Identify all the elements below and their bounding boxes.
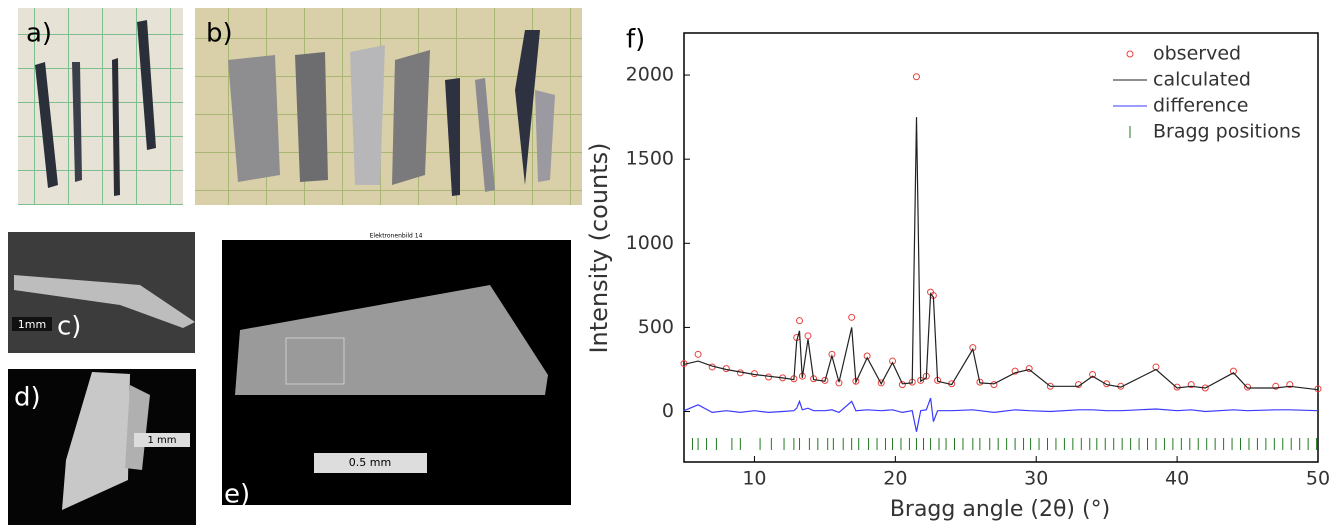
panel-b: b): [195, 8, 582, 205]
x-tick-label: 30: [1024, 468, 1048, 490]
panel-label: f): [626, 25, 645, 55]
observed-point: [898, 381, 906, 389]
observed-point: [1229, 367, 1237, 375]
panel-label: c): [57, 312, 81, 342]
legend-label: calculated: [1153, 69, 1251, 91]
panel-label: d): [14, 383, 41, 413]
observed-point: [804, 332, 812, 340]
x-tick-label: 20: [883, 468, 907, 490]
legend-label: observed: [1153, 43, 1241, 65]
panel-label: b): [206, 19, 233, 49]
panel-label: a): [26, 19, 52, 49]
observed-point: [976, 378, 984, 386]
x-axis-label: Bragg angle (2θ) (°): [890, 497, 1110, 522]
observed-point: [796, 317, 804, 325]
chart: f) Bragg angle (2θ) (°) Intensity (count…: [585, 25, 1330, 523]
panel-a: a): [18, 8, 183, 205]
x-tick-label: 10: [742, 468, 766, 490]
x-tick-label: 40: [1165, 468, 1189, 490]
panel-e: Elektronenbild 14 0.5 mm e): [222, 233, 571, 510]
scale-label: 1mm: [18, 318, 46, 331]
y-tick-label: 1500: [626, 148, 674, 170]
observed-point: [990, 381, 998, 389]
observed-point: [694, 350, 702, 358]
observed-point: [848, 313, 856, 321]
series-line: [683, 397, 1319, 432]
y-tick-label: 0: [662, 400, 674, 422]
observed-point: [1025, 365, 1033, 373]
observed-point: [877, 379, 885, 387]
observed-point: [1089, 371, 1097, 379]
observed-point: [1103, 380, 1111, 388]
observed-point: [1244, 383, 1252, 391]
y-tick-label: 2000: [626, 64, 674, 86]
y-axis-label: Intensity (counts): [585, 142, 613, 353]
observed-point: [1286, 381, 1294, 389]
observed-point: [1173, 383, 1181, 391]
series-line: [683, 117, 1319, 391]
observed-point: [1272, 382, 1280, 390]
observed-point: [1187, 381, 1195, 389]
panel-label: e): [224, 480, 250, 510]
y-tick-label: 1000: [626, 232, 674, 254]
x-tick-label: 50: [1306, 468, 1330, 490]
y-tick-label: 500: [638, 316, 674, 338]
panel-c: 1mm c): [8, 232, 195, 353]
scale-label: 1 mm: [147, 435, 176, 446]
scale-label: 0.5 mm: [349, 456, 391, 469]
plot-frame: [683, 32, 1319, 463]
panel-d: 1 mm d): [8, 369, 196, 525]
observed-point: [1011, 367, 1019, 375]
image-caption: Elektronenbild 14: [370, 233, 423, 240]
legend-label: Bragg positions: [1153, 121, 1301, 143]
observed-point: [912, 73, 920, 81]
legend-label: difference: [1153, 95, 1248, 117]
legend-symbol: [1126, 50, 1134, 58]
